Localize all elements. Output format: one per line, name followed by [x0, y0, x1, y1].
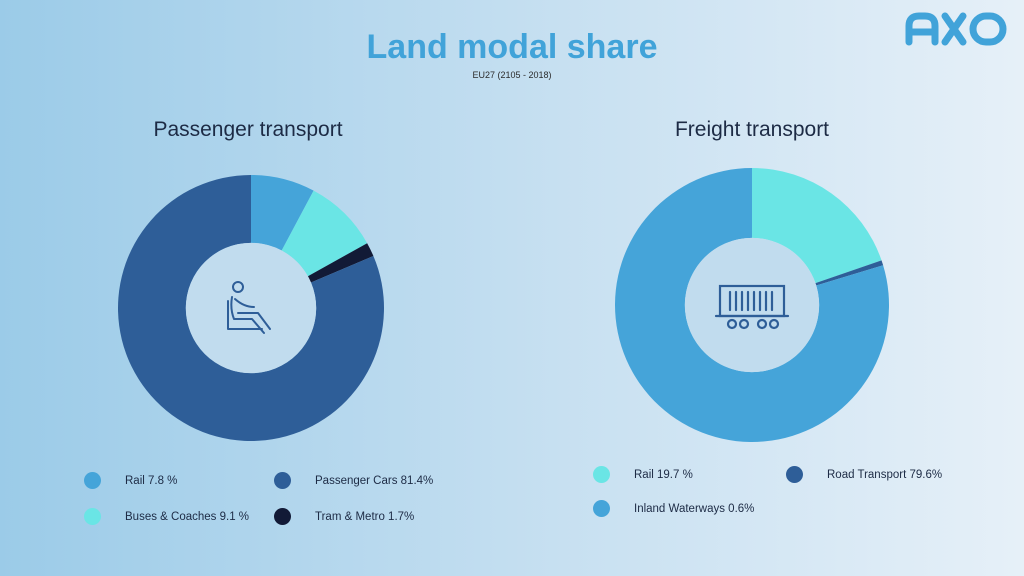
donut-slice-1	[815, 260, 884, 286]
legend-item: Inland Waterways 0.6%	[593, 500, 754, 517]
legend-swatch	[274, 508, 291, 525]
legend-label: Tram & Metro 1.7%	[315, 510, 415, 523]
freight-wagon-icon	[714, 284, 790, 330]
donut-slice-2	[307, 243, 374, 283]
legend-item: Buses & Coaches 9.1 %	[84, 508, 249, 525]
legend-label: Buses & Coaches 9.1 %	[125, 510, 250, 523]
legend-swatch	[84, 472, 101, 489]
legend-label: Rail 7.8 %	[125, 474, 178, 487]
freight-chart-title: Freight transport	[674, 118, 830, 141]
legend-swatch	[274, 472, 291, 489]
legend-swatch	[593, 500, 610, 517]
legend-item: Road Transport 79.6%	[786, 466, 942, 483]
freight-donut-chart	[615, 168, 889, 442]
legend-swatch	[786, 466, 803, 483]
donut-hole	[684, 237, 820, 373]
legend-item: Rail 7.8 %	[84, 472, 177, 489]
passenger-chart-title: Passenger transport	[153, 118, 343, 141]
legend-label: Rail 19.7 %	[634, 468, 693, 481]
legend-swatch	[593, 466, 610, 483]
axo-logo	[905, 12, 1007, 46]
legend-label: Inland Waterways 0.6%	[634, 502, 755, 515]
donut-slice-3	[118, 175, 384, 441]
legend-item: Tram & Metro 1.7%	[274, 508, 414, 525]
donut-slice-1	[281, 190, 368, 277]
donut-slice-0	[251, 175, 314, 251]
legend-item: Passenger Cars 81.4%	[274, 472, 433, 489]
legend-swatch	[84, 508, 101, 525]
donut-slice-2	[615, 168, 889, 442]
legend-label: Road Transport 79.6%	[827, 468, 943, 481]
page-subtitle: EU27 (2105 - 2018)	[472, 70, 552, 80]
donut-slice-0	[752, 168, 882, 284]
legend-item: Rail 19.7 %	[593, 466, 693, 483]
seated-person-icon	[227, 281, 271, 334]
page-title: Land modal share	[366, 28, 658, 66]
passenger-donut-chart	[118, 175, 384, 441]
donut-hole	[185, 242, 317, 374]
legend-label: Passenger Cars 81.4%	[315, 474, 434, 487]
